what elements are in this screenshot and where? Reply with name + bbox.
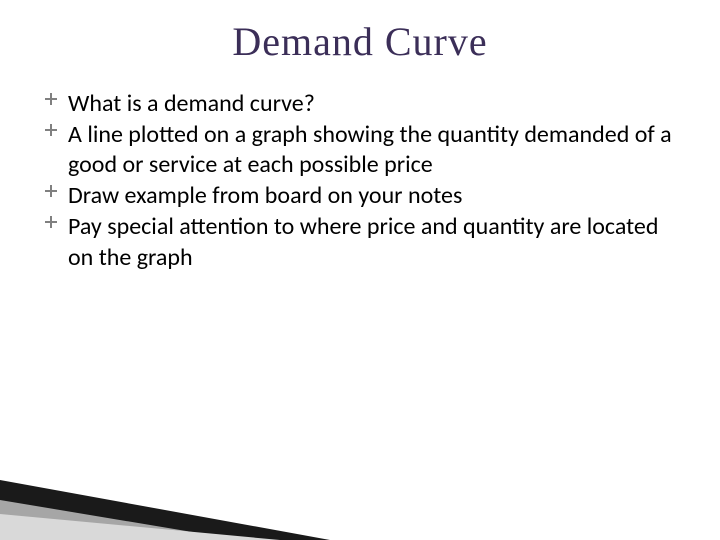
list-item: What is a demand curve? bbox=[68, 89, 680, 120]
wedge-dark bbox=[0, 480, 330, 540]
bullet-marker-icon bbox=[44, 91, 58, 105]
bullet-text: Draw example from board on your notes bbox=[68, 181, 462, 210]
bullet-text: Pay special attention to where price and… bbox=[68, 212, 658, 272]
bullet-text: What is a demand curve? bbox=[68, 89, 315, 118]
bullet-marker-icon bbox=[44, 183, 58, 197]
corner-wedge-decoration bbox=[0, 470, 330, 540]
wedge-light bbox=[0, 514, 280, 540]
list-item: Pay special attention to where price and… bbox=[68, 212, 680, 273]
list-item: A line plotted on a graph showing the qu… bbox=[68, 120, 680, 181]
list-item: Draw example from board on your notes bbox=[68, 181, 680, 212]
wedge-mid bbox=[0, 500, 240, 540]
slide-title: Demand Curve bbox=[40, 18, 680, 65]
slide: Demand Curve What is a demand curve? A l… bbox=[0, 0, 720, 540]
bullet-marker-icon bbox=[44, 214, 58, 228]
bullet-list: What is a demand curve? A line plotted o… bbox=[40, 89, 680, 273]
bullet-text: A line plotted on a graph showing the qu… bbox=[68, 120, 672, 180]
bullet-marker-icon bbox=[44, 122, 58, 136]
